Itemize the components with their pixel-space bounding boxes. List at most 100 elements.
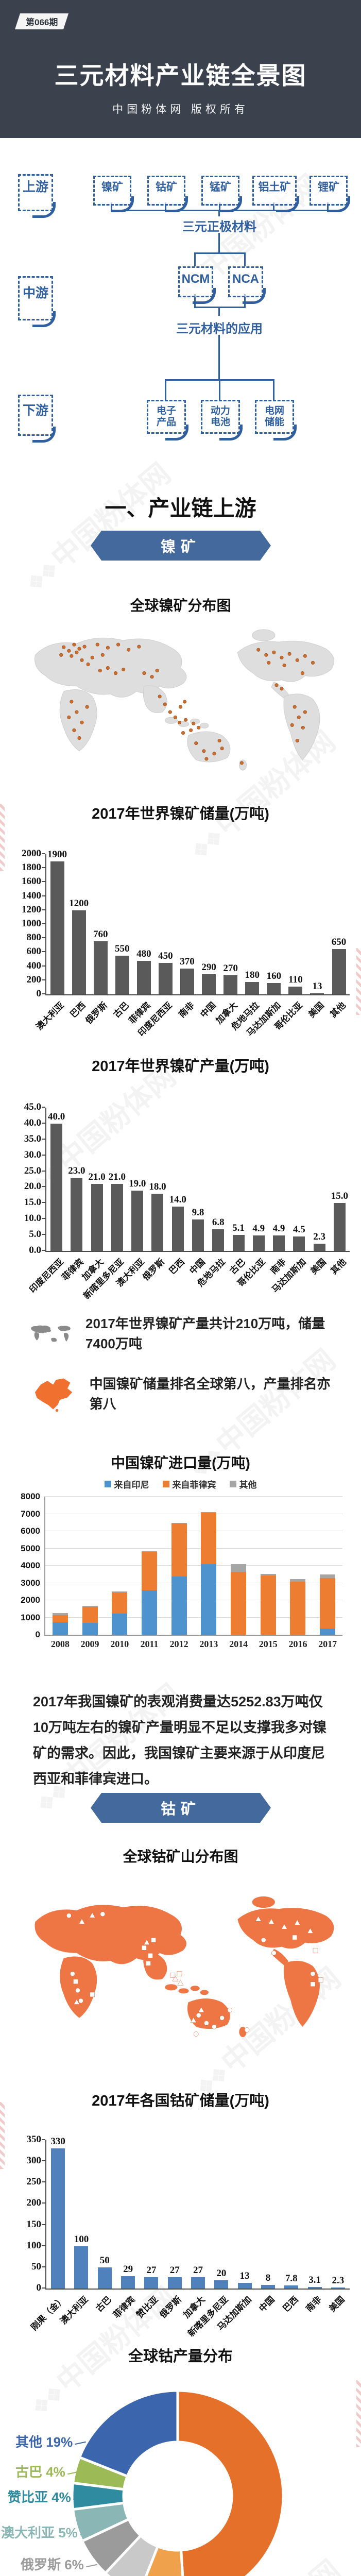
nickel-deposit-dot xyxy=(67,715,71,719)
x-label: 美国 xyxy=(306,1000,326,1020)
nickel-deposit-dot xyxy=(122,667,126,672)
bar-value-label: 5.1 xyxy=(232,1222,245,1233)
nickel-deposit-dot xyxy=(113,671,118,675)
x-labels-row: 印度尼西亚 菲律宾 加拿大 新喀里多尼亚 澳大利亚 俄罗斯 巴西 中国 危地马拉 古巴 哥伦比亚 南非… xyxy=(27,1251,350,1313)
cobalt-marker-square xyxy=(90,1992,95,1997)
nickel-deposit-dot xyxy=(197,725,201,730)
bar-value-label: 15.0 xyxy=(331,1191,348,1202)
bar-value-label: 9.8 xyxy=(192,1207,204,1218)
y-tick-label: 0 xyxy=(35,1630,40,1639)
cobalt-marker-circle xyxy=(75,1988,80,1993)
swoosh-arc-icon xyxy=(193,288,216,304)
year-label: 2012 xyxy=(169,1639,188,1649)
donut-label-text: 其他 19% xyxy=(15,2434,73,2450)
y-tick-mark xyxy=(42,1170,45,1172)
bar xyxy=(252,1235,265,1251)
stack-segment-来自印尼 xyxy=(52,1622,68,1635)
mineral-box-cobalt: 钴矿 xyxy=(147,176,188,212)
year-label: 2016 xyxy=(288,1639,307,1649)
connector-line xyxy=(273,202,274,210)
year-label: 2011 xyxy=(140,1639,159,1649)
mineral-label: 镍矿 xyxy=(101,181,123,193)
bar-value-label: 8 xyxy=(265,2273,271,2284)
cobalt-marker-circle xyxy=(78,1998,83,2004)
donut-label-text: 古巴 4% xyxy=(15,2464,65,2480)
stack-segment-其他 xyxy=(231,1564,247,1572)
swoosh-arc-icon xyxy=(32,202,56,218)
x-label-slot: 中国 xyxy=(198,994,220,1051)
x-label-slot: 俄罗斯 xyxy=(84,994,111,1051)
label-leader-line xyxy=(67,2471,79,2475)
bar xyxy=(191,2277,205,2289)
donut-label-澳大利亚: 澳大利亚 5% xyxy=(1,2522,93,2541)
bar-slot: 27 xyxy=(140,2265,163,2289)
nickel-deposit-dot xyxy=(256,648,261,652)
nickel-deposit-dot xyxy=(178,705,183,709)
stacked-bar xyxy=(201,1512,217,1635)
cobalt-marker-circle xyxy=(100,1911,106,1917)
cobalt-marker-circle xyxy=(66,1913,72,1918)
fact-text-china: 中国镍矿储量排名全球第八，产量排名亦第八 xyxy=(89,1376,331,1412)
x-label-slot: 澳大利亚 xyxy=(34,994,68,1051)
gridline xyxy=(45,1496,342,1497)
bar-slot: 4.5 xyxy=(289,1224,309,1251)
stack-segment-其他 xyxy=(201,1512,217,1513)
bar-slot: 270 xyxy=(220,963,242,994)
stack-slot xyxy=(224,1564,253,1635)
bar-value-label: 21.0 xyxy=(88,1172,106,1183)
y-tick-label: 1200 xyxy=(22,904,41,915)
legend-label: 来自印尼 xyxy=(114,1480,149,1490)
x-label-slot: 哥伦比亚 xyxy=(236,1251,269,1313)
nickel-deposit-dot xyxy=(86,662,90,666)
swoosh-arc-icon xyxy=(165,425,188,440)
watermark-red-strip xyxy=(0,804,5,871)
bar xyxy=(136,960,151,994)
bar-value-label: 4.5 xyxy=(293,1224,305,1235)
bar-slot: 50 xyxy=(93,2255,116,2289)
y-tick-mark xyxy=(42,951,45,953)
bars-row: 40.0 23.0 21.0 21.0 19.0 18.0 14.0 9.8 6.8 5.1 4.9… xyxy=(46,1108,350,1251)
bar xyxy=(111,1184,123,1251)
bar xyxy=(97,2267,112,2289)
swoosh-arc-icon xyxy=(165,196,188,212)
bar-slot: 370 xyxy=(176,956,198,994)
donut-label-赞比亚: 赞比亚 4% xyxy=(8,2487,87,2506)
nickel-deposit-dot xyxy=(202,749,206,753)
cobalt-reserves-section: 2017年各国钴矿储量(万吨) 0 50 100 150 200 250 300 350 330… xyxy=(0,2080,361,2338)
bar-value-label: 4.9 xyxy=(272,1223,285,1234)
stacked-bar xyxy=(82,1606,98,1635)
bar-value-label: 370 xyxy=(180,956,195,967)
cobalt-marker-triangle xyxy=(73,1998,80,2005)
nickel-deposit-dot xyxy=(194,741,198,745)
label-leader-line xyxy=(79,2532,91,2536)
y-tick-label: 50 xyxy=(31,2261,41,2272)
nickel-deposit-dot xyxy=(280,655,284,659)
donut-label-俄罗斯: 俄罗斯 6% xyxy=(21,2554,99,2573)
y-tick-mark xyxy=(42,2287,45,2289)
mineral-box-lithium: 锂矿 xyxy=(310,176,350,212)
bar-value-label: 760 xyxy=(93,928,108,940)
bar-slot: 27 xyxy=(163,2265,186,2289)
swoosh-arc-icon xyxy=(32,427,56,443)
stack-slot xyxy=(313,1574,342,1635)
bar-value-label: 4.9 xyxy=(252,1223,265,1234)
bar-value-label: 14.0 xyxy=(169,1194,186,1205)
bar xyxy=(115,956,129,994)
bar-value-label: 330 xyxy=(50,2136,65,2147)
y-tick-label: 600 xyxy=(26,946,42,957)
x-label-slot: 古巴 xyxy=(111,994,133,1051)
stacked-bar xyxy=(320,1574,336,1635)
x-label: 巴西 xyxy=(281,2294,300,2314)
cobalt-marker-triangle xyxy=(198,2007,204,2012)
cobalt-marker-square xyxy=(292,1935,298,1940)
nickel-deposit-dot xyxy=(90,655,94,659)
import-legend-item: 其他 xyxy=(229,1478,257,1490)
bar xyxy=(131,1190,144,1251)
watermark-red-strip xyxy=(356,2380,361,2447)
bar-slot: 1900 xyxy=(46,849,68,994)
stack-slot xyxy=(45,1613,75,1635)
chart-plot: 0 50 100 150 200 250 300 350 330 100 50 29 27 27 27 20 1… xyxy=(27,2134,350,2338)
bar-value-label: 1200 xyxy=(69,897,89,909)
bar-value-label: 40.0 xyxy=(48,1111,65,1122)
x-label-slot: 巴西 xyxy=(68,994,90,1051)
